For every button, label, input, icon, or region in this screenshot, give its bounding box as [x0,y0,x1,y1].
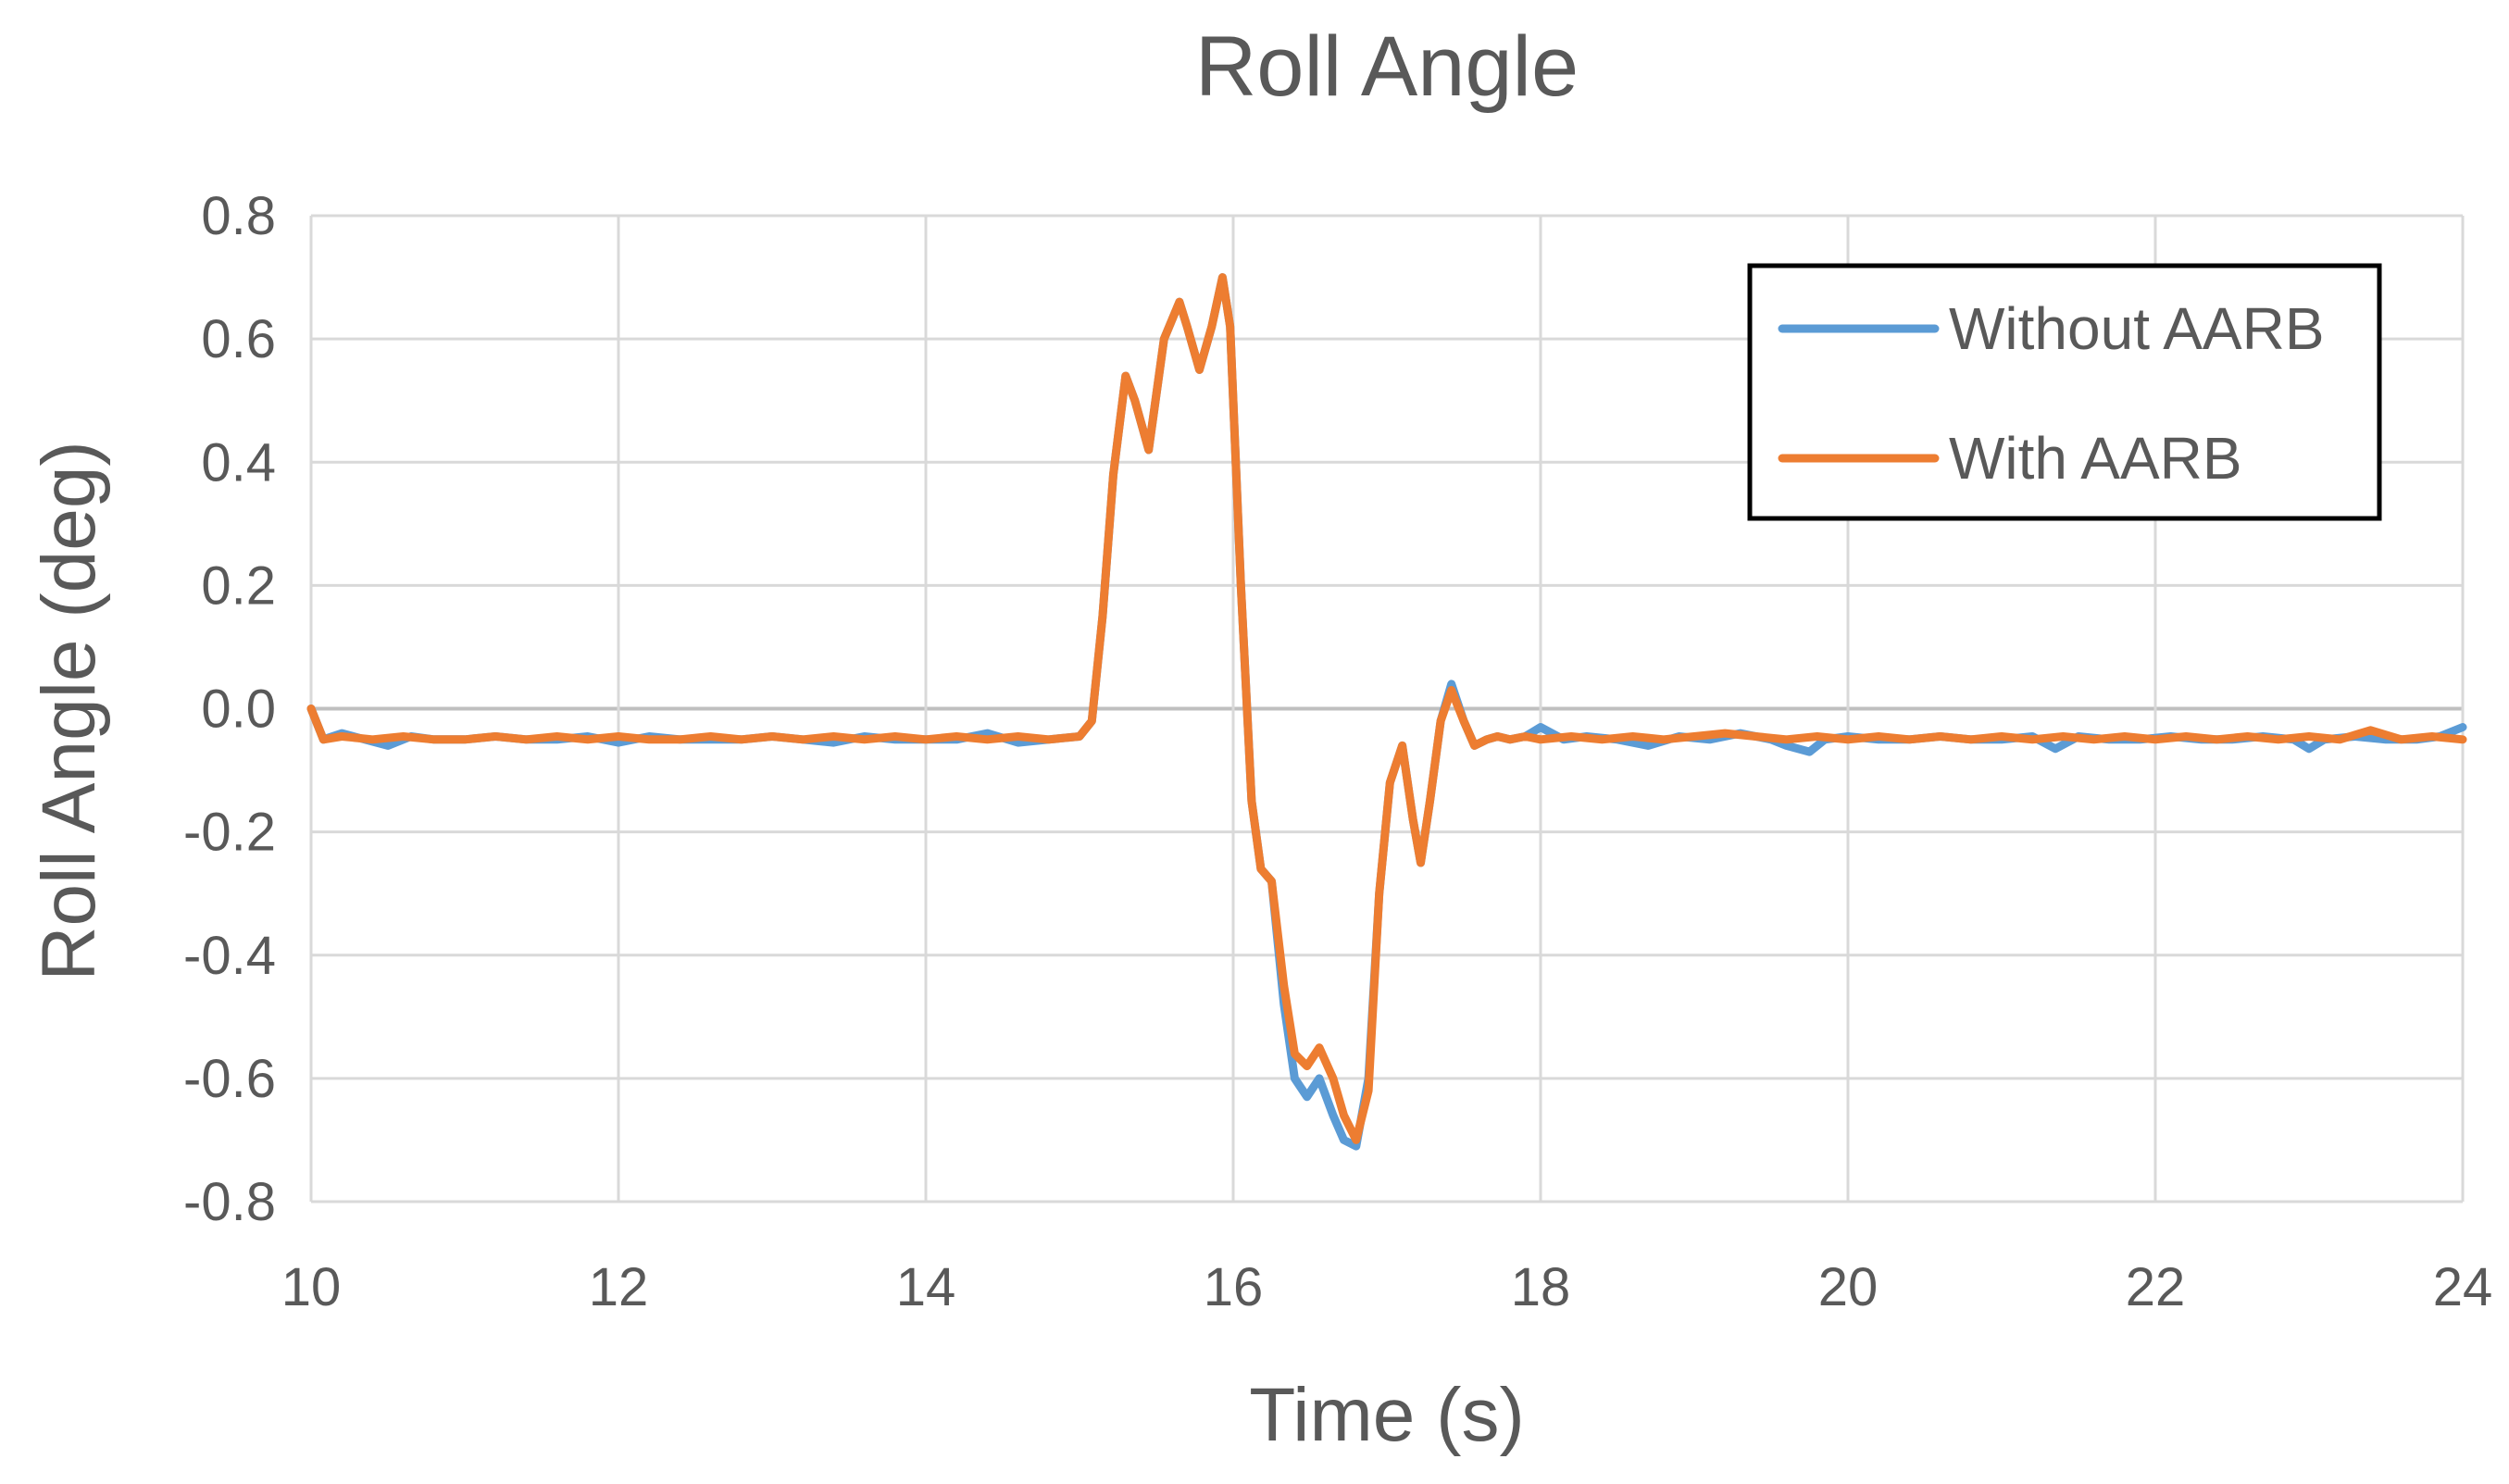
x-axis-label: Time (s) [1249,1373,1525,1457]
y-tick-label: -0.4 [183,926,276,986]
series-line-with-aarb [306,273,2467,1144]
x-tick-label: 20 [1818,1257,1879,1317]
legend-box [1747,263,2382,521]
y-axis-label: Roll Angle (deg) [27,441,111,980]
series-layer [306,273,2467,1151]
x-tick-label: 22 [2126,1257,2186,1317]
x-tick-label: 12 [589,1257,649,1317]
x-tick-label: 24 [2433,1257,2493,1317]
y-tick-label: 0.2 [201,555,276,616]
x-tick-labels: 10 12 14 16 18 20 22 24 [281,1257,2493,1317]
y-tick-label: -0.8 [183,1172,276,1232]
y-tick-label: -0.6 [183,1049,276,1109]
chart-title: Roll Angle [1195,19,1579,114]
y-tick-label: 0.6 [201,309,276,369]
legend-label-without-aarb: Without AARB [1949,295,2325,362]
y-tick-label: 0.8 [201,186,276,246]
x-tick-label: 18 [1511,1257,1571,1317]
legend: Without AARB With AARB [1747,263,2382,521]
legend-label-with-aarb: With AARB [1949,425,2242,492]
x-tick-label: 16 [1204,1257,1264,1317]
x-tick-label: 14 [896,1257,956,1317]
x-tick-label: 10 [281,1257,342,1317]
y-tick-label: -0.2 [183,803,276,863]
y-tick-label: 0.0 [201,680,276,740]
y-tick-labels: 0.8 0.6 0.4 0.2 0.0 -0.2 -0.4 -0.6 -0.8 [183,186,276,1232]
y-tick-label: 0.4 [201,432,276,493]
